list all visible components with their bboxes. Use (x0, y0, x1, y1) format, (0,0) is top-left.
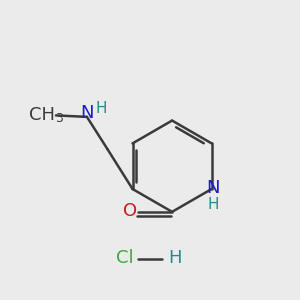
Text: H: H (95, 100, 107, 116)
Text: O: O (123, 202, 137, 220)
Text: Cl: Cl (116, 249, 134, 267)
Text: CH: CH (28, 106, 55, 124)
Text: N: N (80, 104, 94, 122)
Text: 3: 3 (55, 112, 63, 125)
Text: N: N (206, 178, 220, 196)
Text: H: H (207, 197, 219, 212)
Text: H: H (168, 249, 182, 267)
